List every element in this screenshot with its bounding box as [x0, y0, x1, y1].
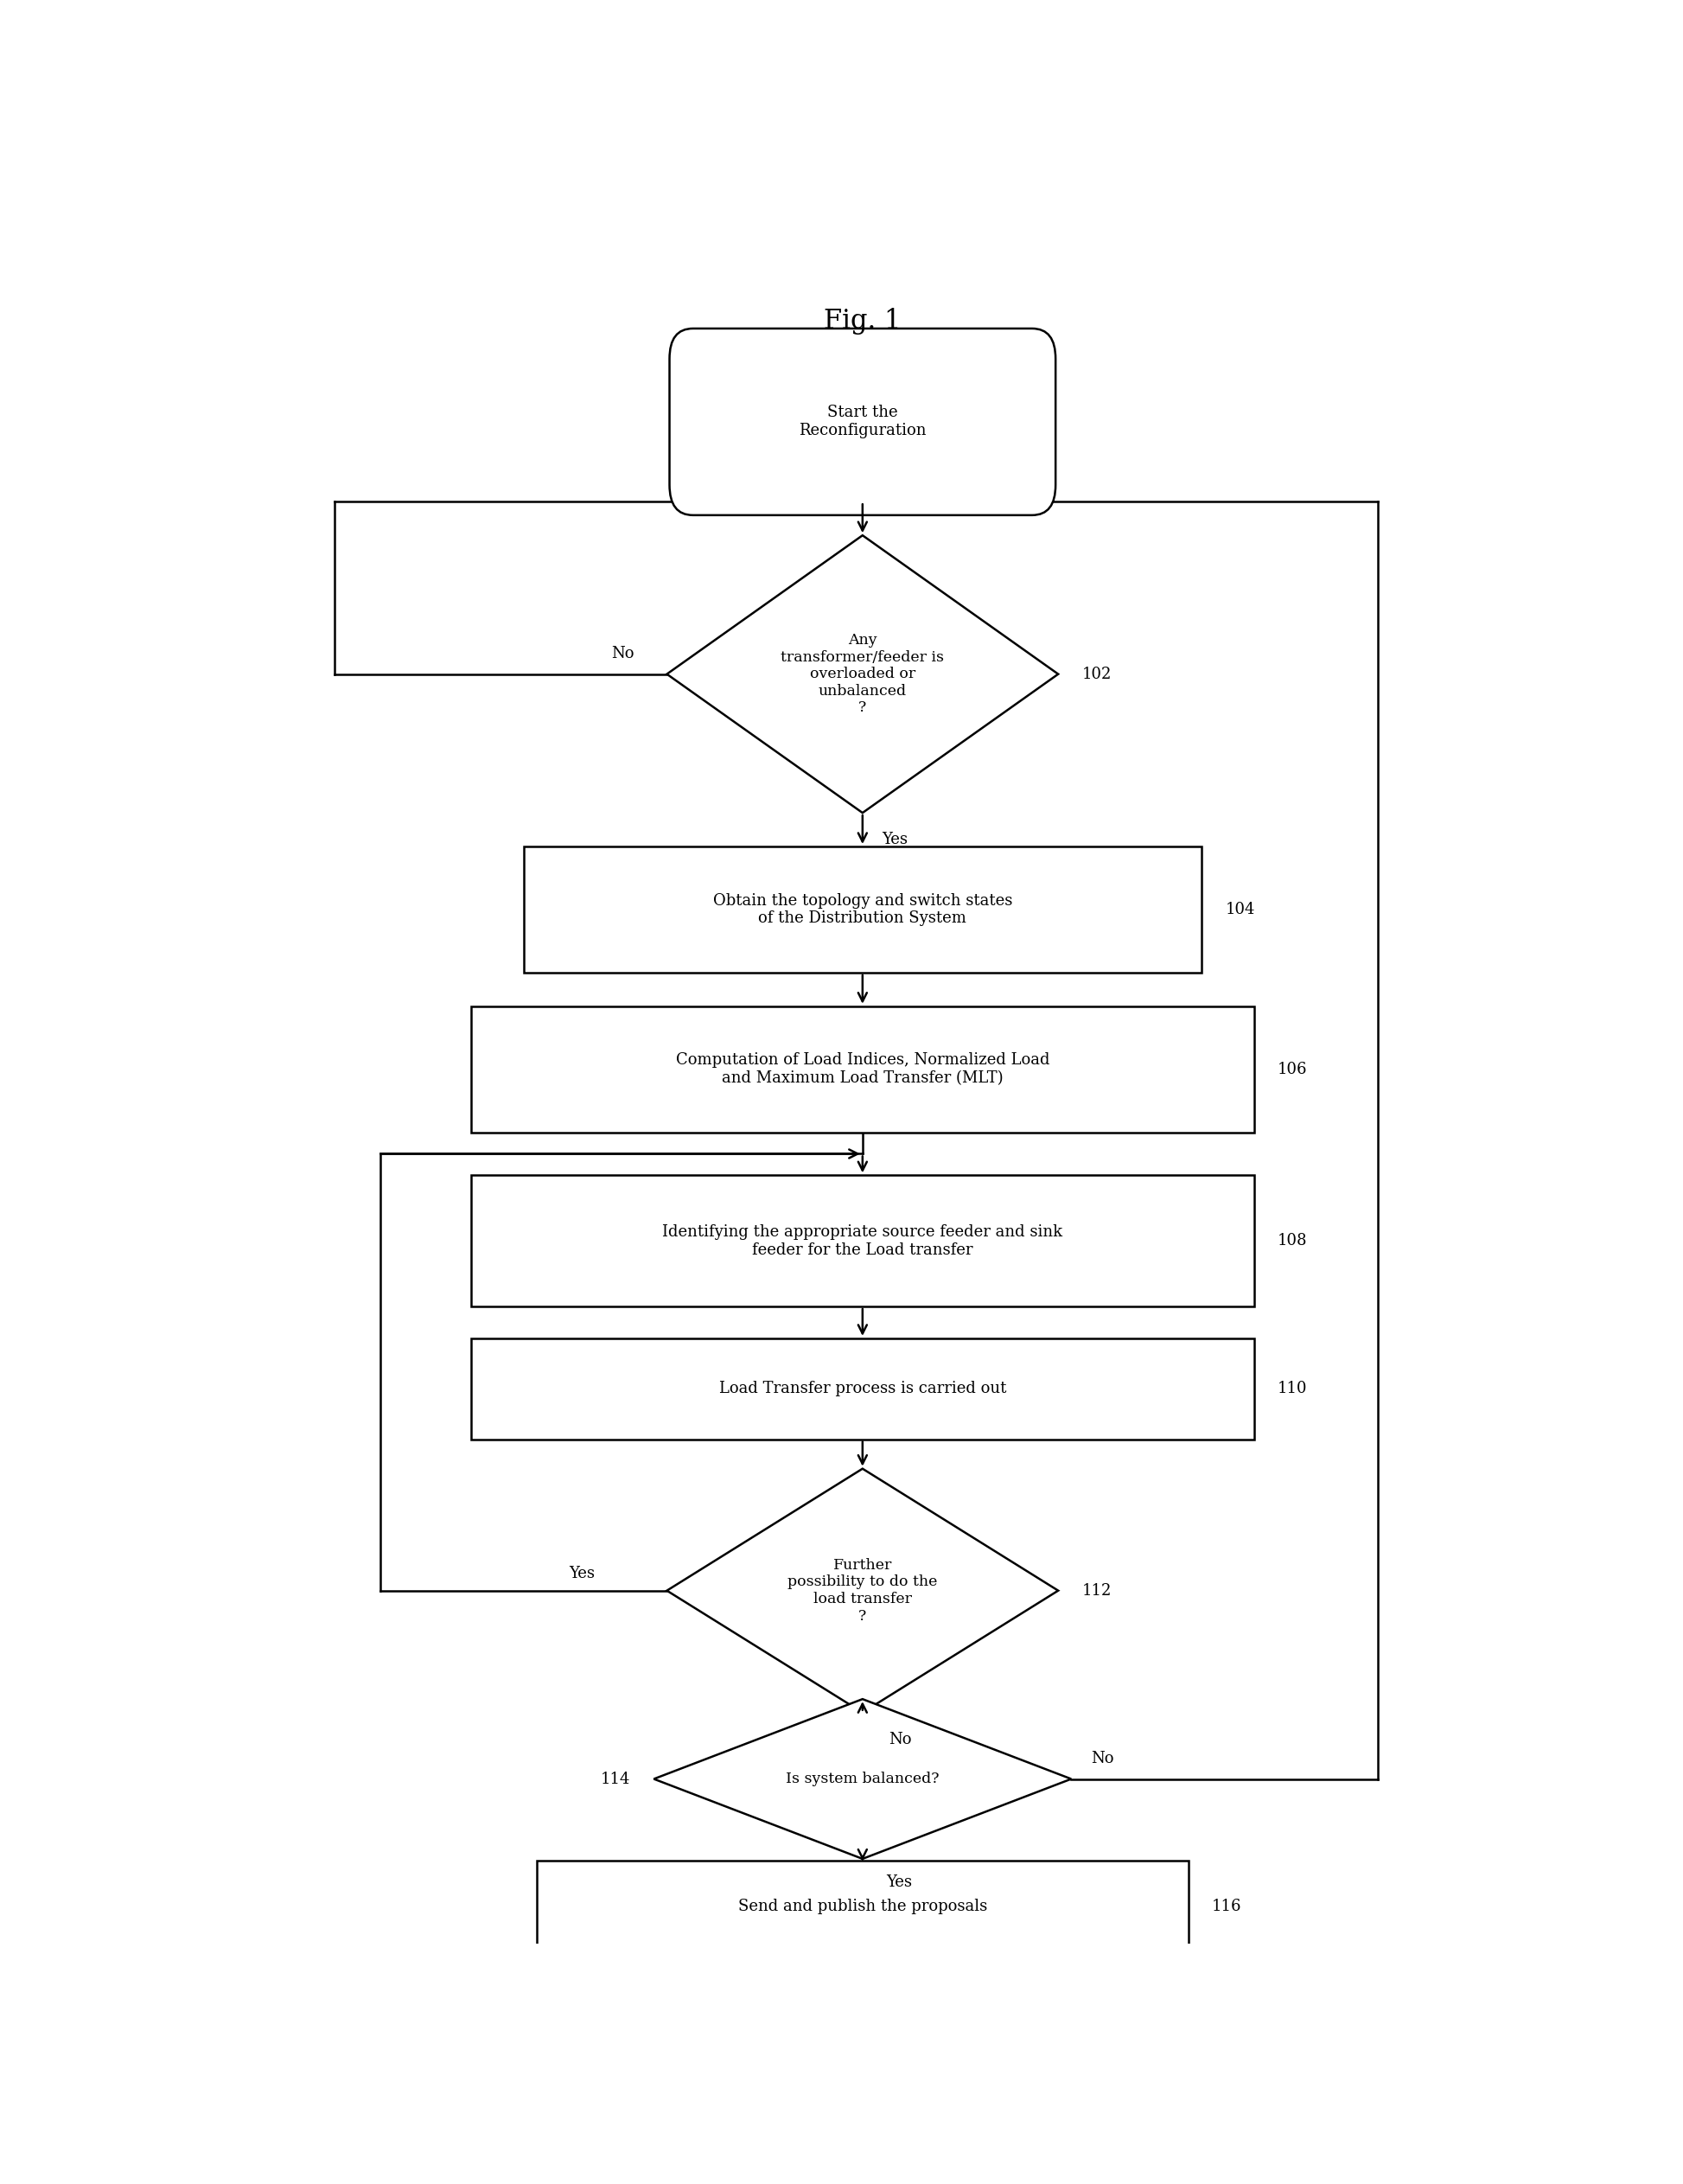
Polygon shape — [666, 535, 1059, 812]
Text: Is system balanced?: Is system balanced? — [786, 1771, 939, 1787]
Text: Yes: Yes — [882, 832, 909, 847]
Polygon shape — [666, 1468, 1059, 1712]
Text: No: No — [889, 1732, 912, 1747]
Text: No: No — [611, 646, 634, 662]
Text: 108: 108 — [1277, 1234, 1308, 1249]
Text: 102: 102 — [1082, 666, 1111, 681]
Text: Identifying the appropriate source feeder and sink
feeder for the Load transfer: Identifying the appropriate source feede… — [663, 1223, 1062, 1258]
Bar — [471, 1339, 1254, 1439]
Text: 112: 112 — [1082, 1583, 1111, 1599]
Text: Start the
Reconfiguration: Start the Reconfiguration — [799, 404, 926, 439]
Text: Computation of Load Indices, Normalized Load
and Maximum Load Transfer (MLT): Computation of Load Indices, Normalized … — [675, 1053, 1050, 1085]
Text: Send and publish the proposals: Send and publish the proposals — [737, 1898, 988, 1915]
Text: 110: 110 — [1277, 1380, 1308, 1396]
Bar — [471, 1007, 1254, 1131]
Text: 104: 104 — [1225, 902, 1256, 917]
Text: Yes: Yes — [569, 1566, 596, 1581]
Bar — [471, 1175, 1254, 1306]
Text: Obtain the topology and switch states
of the Distribution System: Obtain the topology and switch states of… — [714, 893, 1011, 926]
Text: 106: 106 — [1277, 1061, 1308, 1077]
Text: Yes: Yes — [885, 1874, 912, 1889]
Text: Fig. 1: Fig. 1 — [825, 308, 900, 334]
Text: 114: 114 — [601, 1771, 631, 1787]
Polygon shape — [653, 1699, 1070, 1859]
Text: Any
transformer/feeder is
overloaded or
unbalanced
?: Any transformer/feeder is overloaded or … — [781, 633, 944, 716]
Bar — [523, 847, 1202, 972]
Text: Further
possibility to do the
load transfer
?: Further possibility to do the load trans… — [788, 1557, 937, 1623]
FancyBboxPatch shape — [670, 328, 1055, 515]
Bar — [537, 1861, 1188, 1952]
Text: Load Transfer process is carried out: Load Transfer process is carried out — [719, 1380, 1006, 1396]
Text: No: No — [1091, 1752, 1114, 1767]
Text: 116: 116 — [1212, 1898, 1242, 1915]
